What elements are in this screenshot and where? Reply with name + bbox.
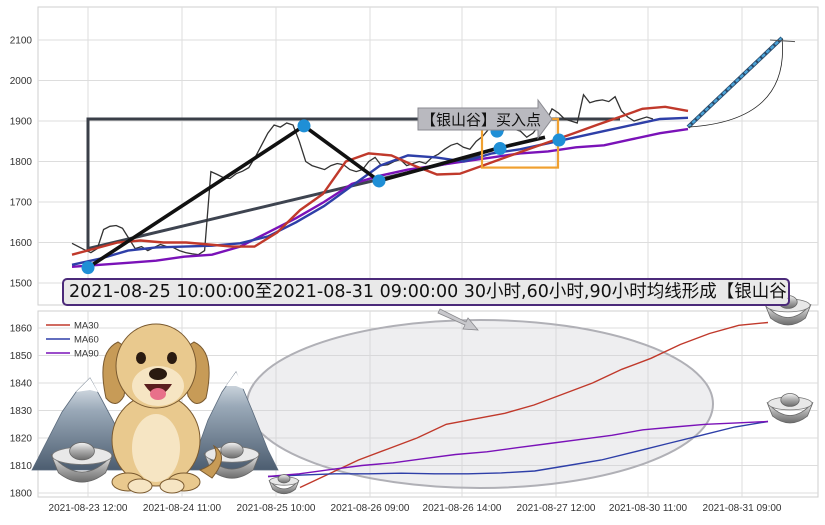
ma90-line (267, 420, 769, 478)
mountain-left-snow (76, 378, 98, 392)
y-tick-label: 1900 (10, 117, 33, 128)
ingot-body (203, 452, 261, 479)
ingot-dome (780, 393, 800, 407)
dog-eye-left (136, 352, 146, 364)
legend-label: MA30 (74, 321, 99, 332)
y-tick-label: 1800 (10, 489, 33, 500)
mountain-right-snow (226, 372, 246, 390)
y-tick-label: 1830 (10, 406, 33, 417)
x-tick-label: 2021-08-26 14:00 (423, 503, 502, 514)
dog-mascot (102, 323, 222, 494)
y-tick-label: 1840 (10, 379, 33, 390)
ma30-line (299, 321, 769, 489)
y-tick-label: 1860 (10, 324, 33, 335)
x-tick-label: 2021-08-31 09:00 (703, 503, 782, 514)
ingot-body (50, 453, 114, 483)
signal-marker (372, 174, 386, 188)
y-tick-label: 1500 (10, 279, 33, 290)
x-tick-label: 2021-08-30 11:00 (609, 503, 688, 514)
decoration (31, 295, 814, 495)
ingot-dome (69, 442, 95, 461)
projection-line (687, 37, 783, 128)
projection-curve (687, 37, 783, 128)
y-tick-label: 1800 (10, 157, 33, 168)
dog-tail (198, 444, 222, 479)
silver-ingot (766, 393, 814, 424)
price-panel: 1500 1600 1700 1800 1900 2000 2100 【银山谷】买入点 (10, 6, 819, 306)
mountain-right (189, 371, 279, 471)
projection-tick (769, 39, 796, 43)
dog-chest (132, 414, 180, 482)
x-tick-label: 2021-08-27 12:00 (517, 503, 596, 514)
x-tick-label: 2021-08-24 11:00 (143, 503, 222, 514)
dog-eye-right (167, 352, 177, 364)
ingot-body (766, 401, 814, 424)
ingot-body (268, 479, 300, 495)
signal-marker (552, 133, 566, 147)
legend-label: MA60 (74, 335, 99, 346)
ingot-dome (220, 441, 244, 459)
ma60-line (71, 116, 689, 266)
pointer-arrow (437, 308, 479, 331)
ma60-line (267, 420, 769, 478)
y-tick-label: 2100 (10, 36, 33, 47)
x-tick-label: 2021-08-25 10:00 (237, 503, 316, 514)
silver-ingot (50, 442, 114, 483)
silver-ingot (268, 474, 300, 495)
callout-arrow (417, 98, 553, 140)
callout-label: 【银山谷】买入点 (421, 112, 541, 129)
x-tick-label: 2021-08-23 12:00 (49, 503, 128, 514)
legend: MA30 MA60 MA90 (46, 321, 99, 360)
signal-marker (493, 142, 507, 156)
y-tick-label: 1600 (10, 238, 33, 249)
ingot-body (764, 303, 812, 326)
y-tick-label: 2000 (10, 76, 33, 87)
dog-foot-left (127, 478, 153, 494)
x-tick-label: 2021-08-26 09:00 (331, 503, 410, 514)
dog-foot-right (159, 478, 185, 494)
signal-banner: 2021-08-25 10:00:00至2021-08-31 09:00:00 … (62, 278, 790, 306)
signal-marker (81, 261, 95, 275)
ingot-dome (277, 474, 291, 484)
callout: 【银山谷】买入点 (417, 98, 553, 140)
y-tick-label: 1820 (10, 434, 33, 445)
y-tick-label: 1700 (10, 198, 33, 209)
highlight-ellipse (246, 319, 714, 489)
ma30-line (71, 105, 689, 256)
signal-marker (297, 119, 311, 133)
legend-label: MA90 (74, 349, 99, 360)
x-axis: 2021-08-23 12:00 2021-08-24 11:00 2021-08-… (49, 503, 782, 514)
dog-tongue (150, 388, 166, 400)
y-tick-label: 1850 (10, 351, 33, 362)
y-tick-label: 1810 (10, 461, 33, 472)
dog-nose (149, 368, 167, 380)
